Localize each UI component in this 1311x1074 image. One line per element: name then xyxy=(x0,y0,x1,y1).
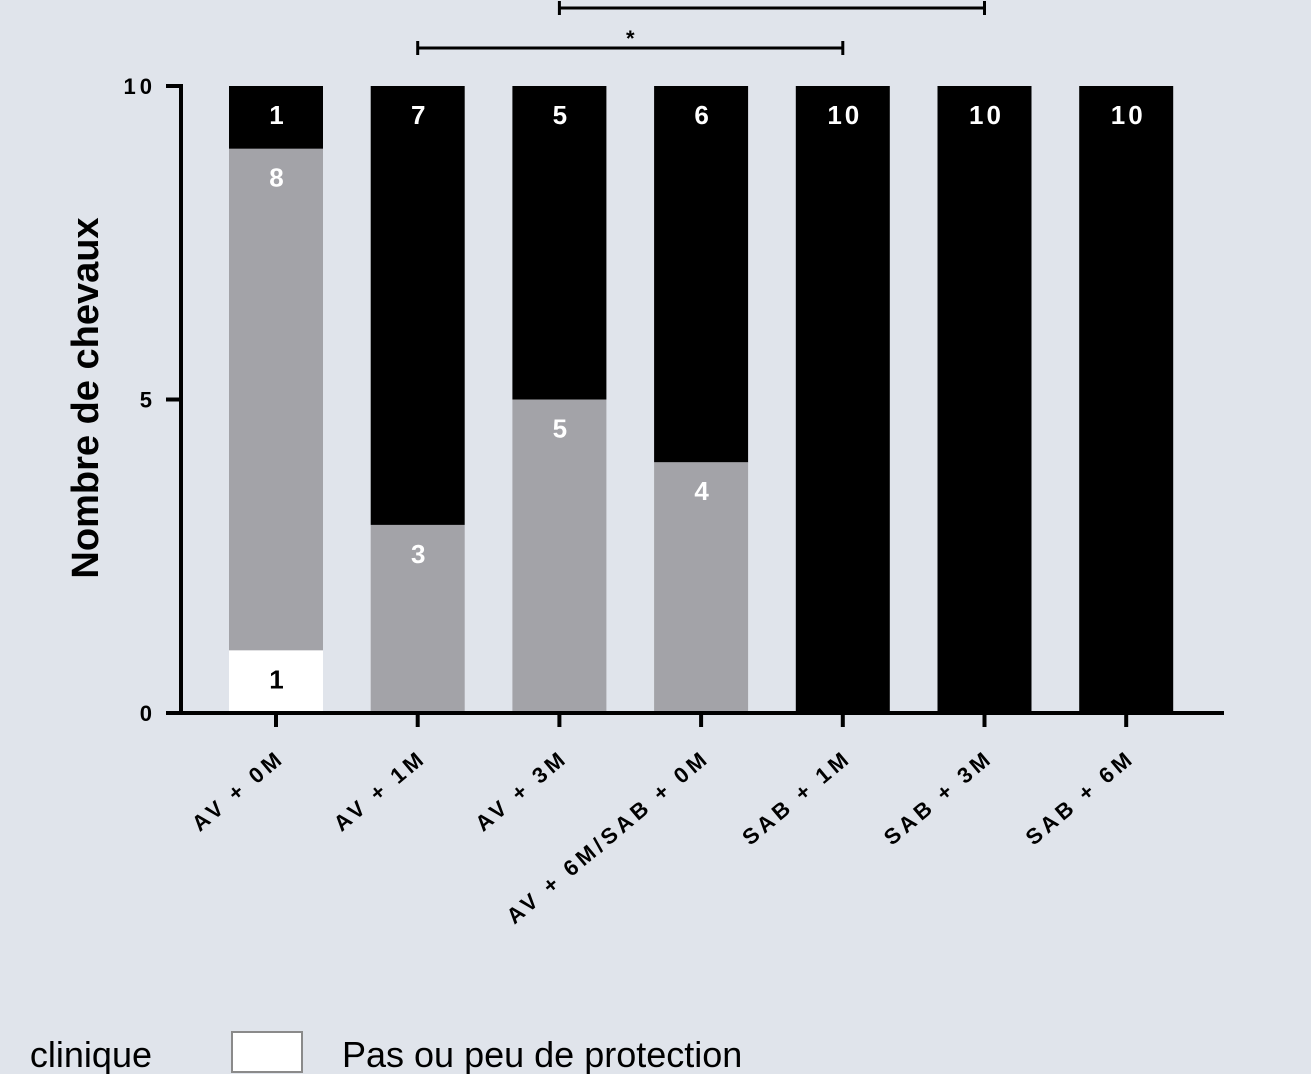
bar-segment xyxy=(370,524,465,713)
bar-value-label: 10 xyxy=(969,100,1004,130)
x-category-label: AV + 0M xyxy=(187,745,289,837)
bar-segment xyxy=(1079,86,1174,713)
legend-item-label: Pas ou peu de protection xyxy=(342,1034,742,1074)
bar-value-label: 10 xyxy=(1111,100,1146,130)
legend-item-label: clinique xyxy=(30,1034,152,1074)
y-axis-label: Nombre de chevaux xyxy=(65,217,107,578)
y-tick-label: 0 xyxy=(140,701,156,726)
bar-value-label: 5 xyxy=(553,414,570,444)
bar-segment xyxy=(937,86,1032,713)
bar-value-label: 8 xyxy=(269,163,286,193)
bar-segment xyxy=(654,462,749,713)
bar-segment xyxy=(229,86,323,149)
bar-value-label: 3 xyxy=(411,539,428,569)
bar-value-label: 5 xyxy=(553,100,570,130)
y-ticks: 0 5 10 xyxy=(124,74,181,726)
bar-value-label: 4 xyxy=(694,476,711,506)
bar-segment xyxy=(370,86,465,525)
bar-segment xyxy=(654,86,749,463)
bar-value-label: 6 xyxy=(694,100,711,130)
bar-segment xyxy=(229,650,323,713)
bar-segment xyxy=(795,86,890,713)
x-category-label: AV + 3M xyxy=(470,745,572,837)
y-tick-label: 10 xyxy=(124,74,156,99)
bar-segment xyxy=(512,399,607,713)
x-category-label: SAB + 3M xyxy=(879,745,998,850)
significance-label: * xyxy=(626,26,635,51)
significance-brackets: * xyxy=(416,1,986,55)
x-category-label: SAB + 1M xyxy=(737,745,856,850)
legend: clinique Pas ou peu de protection xyxy=(30,1031,742,1074)
x-category-label: AV + 1M xyxy=(329,745,431,837)
x-category-label: SAB + 6M xyxy=(1021,745,1140,850)
bar-value-label: 10 xyxy=(827,100,862,130)
bar-segment xyxy=(229,148,323,651)
segment-labels: 1 8 1 3 7 5 5 4 6 10 10 10 xyxy=(269,100,1146,694)
bar-value-label: 7 xyxy=(411,100,428,130)
bars xyxy=(229,86,1174,713)
legend-swatch xyxy=(231,1031,303,1073)
bar-segment xyxy=(512,86,607,400)
bar-value-label: 1 xyxy=(269,100,286,130)
bar-value-label: 1 xyxy=(269,664,286,694)
y-tick-label: 5 xyxy=(140,388,156,413)
